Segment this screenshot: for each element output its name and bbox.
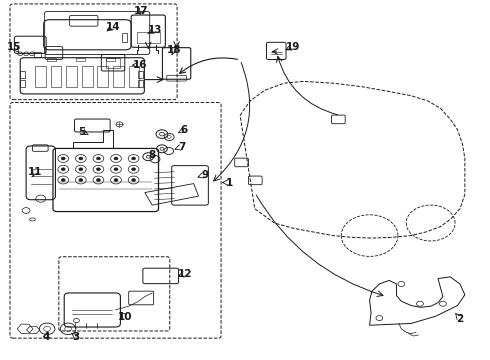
Text: 2: 2 (456, 314, 464, 324)
Text: 17: 17 (134, 6, 149, 16)
Text: 14: 14 (106, 22, 121, 32)
Bar (76, 58, 85, 61)
Text: 13: 13 (147, 25, 162, 35)
Circle shape (114, 179, 118, 181)
Text: 11: 11 (27, 167, 42, 177)
Circle shape (79, 168, 83, 171)
Circle shape (97, 179, 100, 181)
Bar (50, 66, 61, 87)
Text: 6: 6 (180, 125, 188, 135)
Bar (106, 58, 115, 61)
Bar (47, 58, 56, 61)
Text: 7: 7 (178, 142, 185, 152)
Bar (82, 66, 93, 87)
Text: 4: 4 (43, 332, 50, 342)
Bar (106, 58, 121, 68)
Bar (20, 71, 25, 78)
Text: 18: 18 (167, 45, 181, 55)
Bar (138, 71, 144, 78)
Bar (66, 66, 77, 87)
Text: 5: 5 (79, 127, 86, 136)
Bar (137, 32, 160, 43)
Text: 8: 8 (148, 150, 156, 160)
Circle shape (114, 168, 118, 171)
Text: 1: 1 (226, 177, 233, 188)
Circle shape (79, 179, 83, 181)
Text: 19: 19 (286, 42, 300, 51)
Bar (129, 66, 140, 87)
Circle shape (97, 168, 100, 171)
Bar (122, 33, 127, 42)
Circle shape (132, 157, 136, 160)
Circle shape (61, 179, 65, 181)
Circle shape (79, 157, 83, 160)
Bar (98, 66, 108, 87)
Text: 16: 16 (133, 59, 147, 69)
Bar (113, 66, 124, 87)
Text: 9: 9 (201, 170, 209, 180)
Circle shape (61, 157, 65, 160)
Circle shape (61, 168, 65, 171)
Bar (138, 80, 144, 87)
Circle shape (97, 157, 100, 160)
Text: 3: 3 (73, 332, 80, 342)
Text: 12: 12 (178, 269, 193, 279)
Text: 15: 15 (7, 42, 22, 52)
Bar (35, 66, 46, 87)
Bar (20, 80, 25, 87)
Text: 10: 10 (118, 312, 132, 322)
Circle shape (132, 168, 136, 171)
Circle shape (114, 157, 118, 160)
Circle shape (132, 179, 136, 181)
